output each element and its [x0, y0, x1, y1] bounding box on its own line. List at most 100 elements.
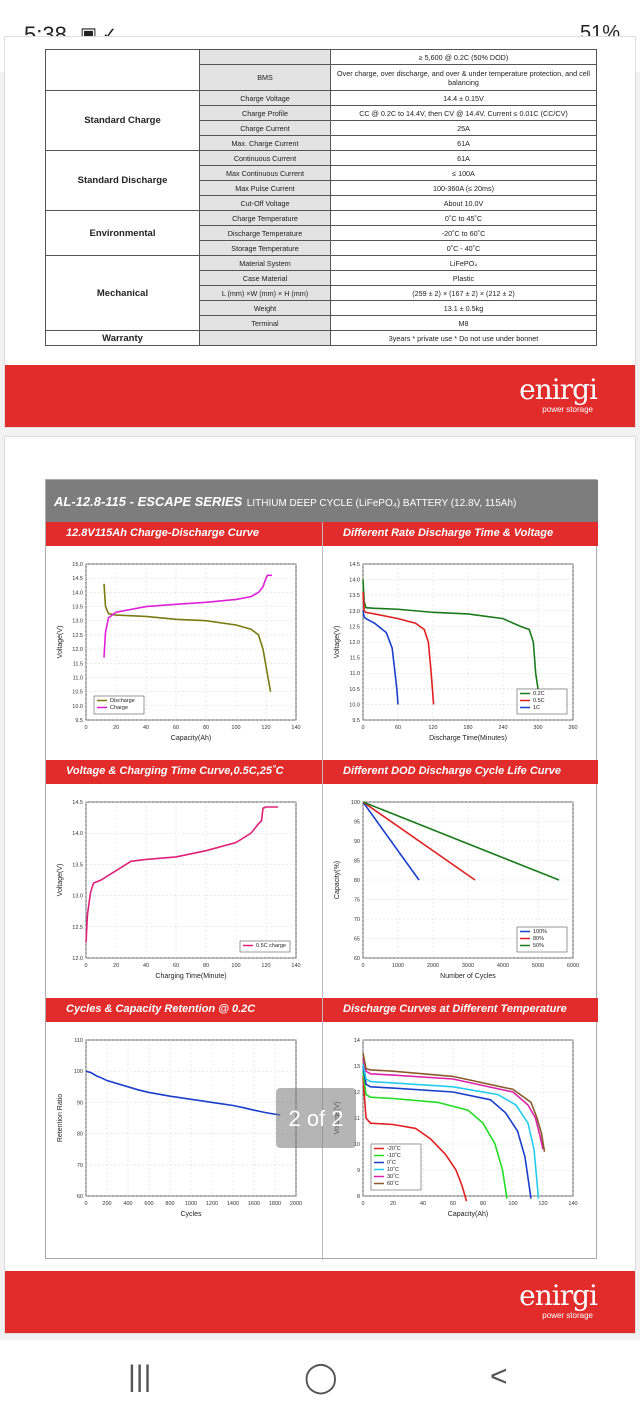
- spec-row: Cut-Off Voltage About 10.0V: [46, 195, 597, 211]
- legend-entry: 80%: [533, 936, 544, 942]
- back-button[interactable]: <: [490, 1360, 508, 1393]
- brand-tagline: power storage: [542, 405, 593, 414]
- legend-entry: -20˚C: [387, 1145, 401, 1152]
- x-tick-label: 0: [361, 725, 364, 731]
- x-tick-label: 0: [84, 1201, 87, 1207]
- y-tick-label: 85: [354, 859, 360, 865]
- legend-entry: 30˚C: [387, 1173, 399, 1180]
- y-tick-label: 10.5: [349, 687, 360, 693]
- x-axis-label: Capacity(Ah): [171, 735, 211, 742]
- series-line: [362, 801, 476, 881]
- x-tick-label: 140: [291, 725, 300, 731]
- y-tick-label: 11: [354, 1116, 360, 1122]
- legend-entry: Charge: [110, 705, 128, 711]
- y-tick-label: 9: [357, 1168, 360, 1174]
- datasheet-title: AL-12.8-115 - ESCAPE SERIES: [54, 494, 243, 509]
- spec-value: ≤ 100A: [330, 165, 597, 181]
- y-tick-label: 13.5: [72, 862, 83, 868]
- chart-rate-discharge: 0 60 120 180 240 300 360 9.5 10.0 10.5 11.0 11.5 12.…: [334, 562, 578, 742]
- x-tick-label: 5000: [532, 963, 544, 969]
- spec-row: Max Continuous Current ≤ 100A: [46, 165, 597, 181]
- y-tick-label: 11.5: [73, 661, 83, 667]
- spec-row: ≥ 5,600 @ 0.2C (50% DOD): [45, 49, 597, 91]
- y-tick-label: 80: [77, 1132, 83, 1138]
- spec-name: Charge Temperature: [199, 210, 331, 226]
- x-tick-label: 40: [143, 725, 149, 731]
- spec-group: Warranty: [45, 330, 200, 346]
- x-tick-label: 1000: [392, 963, 404, 969]
- x-tick-label: 140: [568, 1201, 577, 1207]
- y-tick-label: 13: [354, 1064, 360, 1070]
- spec-group: Mechanical: [45, 255, 200, 331]
- spec-value: LiFePO₄: [330, 255, 597, 271]
- y-tick-label: 12.5: [72, 925, 83, 931]
- legend-entry: 10˚C: [387, 1166, 399, 1173]
- y-tick-label: 95: [354, 820, 360, 826]
- chart-charge-discharge: 0 20 40 60 80 100 120 140 9.5 10.0 10.5 11.0 11.5 12.…: [57, 562, 301, 742]
- spec-table: ≥ 5,600 @ 0.2C (50% DOD) BMS Over charge, …: [45, 49, 597, 346]
- y-tick-label: 14.0: [72, 831, 83, 837]
- x-tick-label: 3000: [462, 963, 474, 969]
- spec-name: Weight: [199, 300, 331, 316]
- y-tick-label: 65: [354, 937, 360, 943]
- series-line: [362, 801, 420, 881]
- y-tick-label: 11.0: [73, 675, 83, 681]
- spec-name: Max Continuous Current: [199, 165, 331, 181]
- y-tick-label: 14.5: [72, 576, 83, 582]
- document-page-2: AL-12.8-115 - ESCAPE SERIES LITHIUM DEEP…: [4, 436, 636, 1334]
- y-tick-label: 12.5: [72, 633, 83, 639]
- legend-entry: 0˚C: [387, 1159, 396, 1166]
- x-tick-label: 100: [508, 1201, 517, 1207]
- spec-value: M8: [330, 315, 597, 331]
- spec-value: CC @ 0.2C to 14.4V, then CV @ 14.4V. Cur…: [330, 105, 597, 121]
- legend-entry: 0.2C: [533, 691, 545, 697]
- y-tick-label: 11.5: [350, 656, 360, 662]
- x-tick-label: 40: [143, 963, 149, 969]
- y-tick-label: 70: [77, 1163, 83, 1169]
- spec-row: Max. Charge Current 61A: [46, 135, 597, 151]
- series-line: [85, 1070, 281, 1116]
- y-tick-label: 90: [77, 1100, 83, 1106]
- x-tick-label: 60: [395, 725, 401, 731]
- spec-value: 13.1 ± 0.5kg: [330, 300, 597, 316]
- legend-box: [239, 940, 291, 953]
- spec-value: Over charge, over discharge, and over & …: [330, 64, 597, 91]
- x-axis-label: Cycles: [180, 1211, 202, 1218]
- recents-button[interactable]: |||: [128, 1360, 152, 1393]
- spec-name: [199, 49, 331, 65]
- datasheet-subtitle: LITHIUM DEEP CYCLE (LiFePO₄) BATTERY (12…: [246, 498, 517, 509]
- spec-value: About 10.0V: [330, 195, 597, 211]
- section-title-5: Cycles & Capacity Retention @ 0.2C: [46, 998, 322, 1022]
- navigation-bar: ||| ◯ <: [0, 1340, 640, 1422]
- x-tick-label: 140: [291, 963, 300, 969]
- spec-value: 14.4 ± 0.15V: [330, 90, 597, 106]
- footer-bar-2: enirgi power storage: [5, 1271, 635, 1333]
- spec-row: Mechanical Material System LiFePO₄: [45, 255, 597, 331]
- x-tick-label: 300: [533, 725, 542, 731]
- series-line: [362, 592, 435, 705]
- y-axis-label: Capacity(%): [334, 861, 341, 899]
- y-tick-label: 9.5: [352, 718, 360, 724]
- y-axis-label: Voltage(V): [334, 626, 341, 659]
- spec-name: Charge Profile: [199, 105, 331, 121]
- x-tick-label: 6000: [567, 963, 579, 969]
- legend-entry: 1C: [533, 705, 540, 711]
- series-line: [103, 583, 272, 692]
- x-tick-label: 240: [498, 725, 507, 731]
- home-button[interactable]: ◯: [304, 1361, 338, 1394]
- series-line: [85, 806, 278, 943]
- spec-row: BMS Over charge, over discharge, and over…: [46, 64, 597, 91]
- x-tick-label: 2000: [427, 963, 439, 969]
- x-tick-label: 60: [173, 725, 179, 731]
- series-line: [362, 579, 540, 705]
- x-tick-label: 1600: [248, 1201, 260, 1207]
- x-tick-label: 180: [463, 725, 472, 731]
- spec-group-blank: [45, 49, 200, 91]
- brand-logo-2: enirgi: [519, 1279, 598, 1312]
- legend-entry: 0.5C charge: [256, 943, 286, 949]
- spec-value: 0˚C to 45˚C: [330, 210, 597, 226]
- y-tick-label: 10.5: [72, 690, 83, 696]
- y-tick-label: 100: [351, 800, 360, 806]
- section-title-2: Different Rate Discharge Time & Voltage: [323, 522, 598, 546]
- y-tick-label: 13.0: [349, 609, 360, 615]
